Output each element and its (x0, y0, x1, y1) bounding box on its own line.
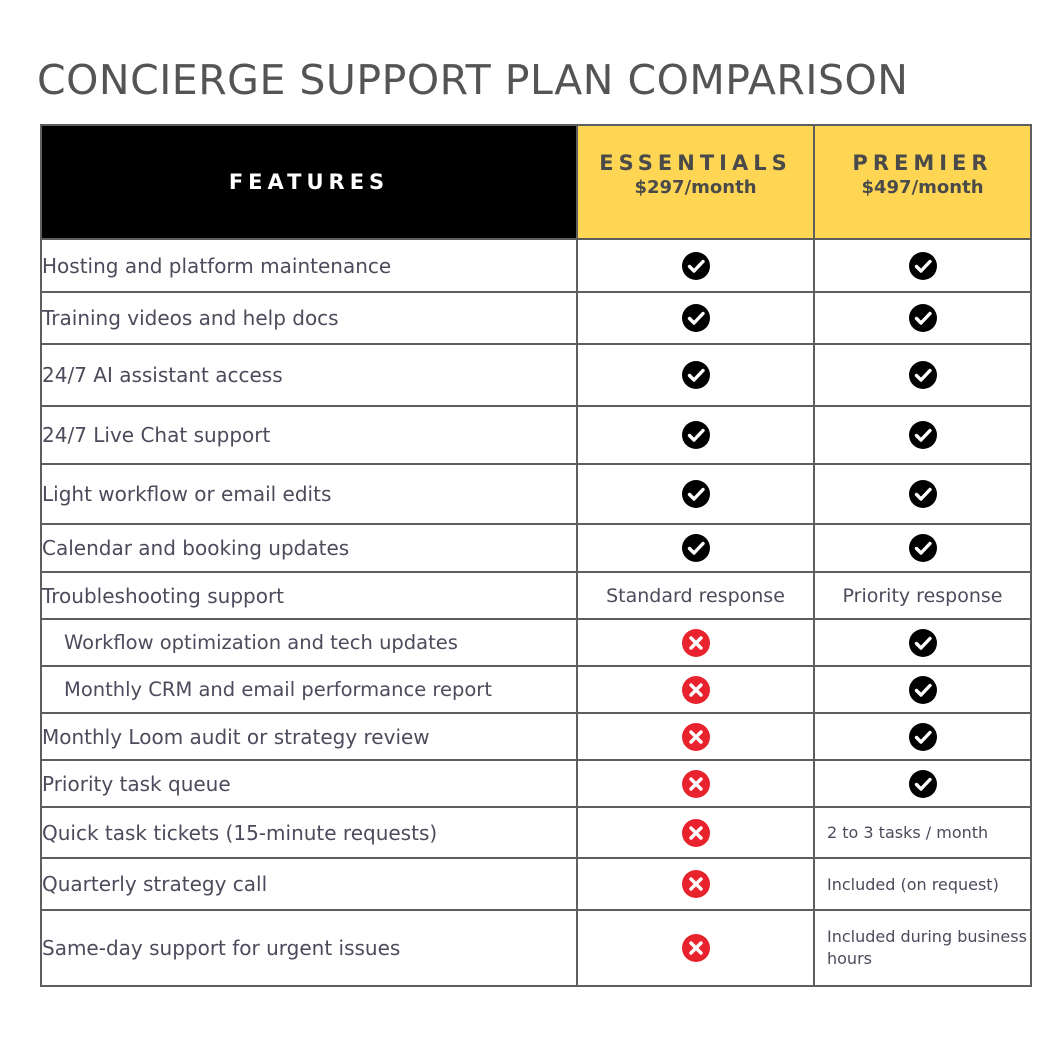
feature-name: Training videos and help docs (40, 291, 578, 345)
premier-plan-name: PREMIER (852, 151, 993, 175)
feature-name: Hosting and platform maintenance (40, 238, 578, 293)
feature-name: Light workflow or email edits (40, 463, 578, 525)
cross-icon (681, 769, 710, 798)
feature-name: Quarterly strategy call (40, 857, 578, 911)
table-body: Hosting and platform maintenance Training… (40, 238, 1032, 987)
table-row: 24/7 AI assistant access (40, 343, 1032, 407)
cross-icon (681, 628, 710, 657)
premier-value-cell (813, 618, 1032, 667)
essentials-value-cell: Standard response (576, 571, 815, 620)
premier-plan-price: $497/month (861, 177, 984, 198)
premier-value-cell (813, 712, 1032, 761)
essentials-value-cell (576, 618, 815, 667)
premier-value-cell (813, 343, 1032, 407)
essentials-value-cell (576, 759, 815, 808)
check-icon (908, 769, 937, 798)
premier-value-cell (813, 238, 1032, 293)
premier-value-cell: 2 to 3 tasks / month (813, 806, 1032, 859)
feature-name: 24/7 Live Chat support (40, 405, 578, 465)
table-row: Priority task queue (40, 759, 1032, 808)
essentials-plan-header: ESSENTIALS $297/month (576, 124, 815, 240)
table-row: Monthly CRM and email performance report (40, 665, 1032, 714)
essentials-value-cell (576, 238, 815, 293)
plan-comparison-table: FEATURES ESSENTIALS $297/month PREMIER $… (40, 124, 1032, 987)
essentials-plan-name: ESSENTIALS (599, 151, 792, 175)
essentials-value-cell (576, 909, 815, 987)
feature-name: 24/7 AI assistant access (40, 343, 578, 407)
feature-name: Monthly Loom audit or strategy review (40, 712, 578, 761)
table-header-row: FEATURES ESSENTIALS $297/month PREMIER $… (40, 124, 1032, 240)
check-icon (681, 421, 710, 449)
premier-value-text: Included (on request) (827, 874, 999, 894)
essentials-value-cell (576, 665, 815, 714)
essentials-value-cell (576, 405, 815, 465)
check-icon (908, 675, 937, 704)
check-icon (681, 251, 710, 280)
cross-icon (681, 722, 710, 751)
essentials-value-cell (576, 291, 815, 345)
table-row: Light workflow or email edits (40, 463, 1032, 525)
table-row: Quick task tickets (15-minute requests) 2… (40, 806, 1032, 859)
table-row: Hosting and platform maintenance (40, 238, 1032, 293)
premier-value-cell: Priority response (813, 571, 1032, 620)
premier-plan-header: PREMIER $497/month (813, 124, 1032, 240)
table-row: Quarterly strategy call Included (on requ… (40, 857, 1032, 911)
cross-icon (681, 675, 710, 704)
premier-value-text: Priority response (842, 584, 1003, 607)
essentials-value-text: Standard response (606, 584, 785, 607)
premier-value-cell (813, 759, 1032, 808)
premier-value-cell (813, 665, 1032, 714)
premier-value-cell (813, 291, 1032, 345)
table-row: Calendar and booking updates (40, 523, 1032, 573)
check-icon (908, 421, 937, 449)
table-row: 24/7 Live Chat support (40, 405, 1032, 465)
table-row: Troubleshooting support Standard response… (40, 571, 1032, 620)
premier-value-cell: Included during business hours (813, 909, 1032, 987)
check-icon (908, 628, 937, 657)
feature-name: Same-day support for urgent issues (40, 909, 578, 987)
premier-value-cell: Included (on request) (813, 857, 1032, 911)
essentials-value-cell (576, 857, 815, 911)
premier-value-text: Included during business hours (827, 927, 1027, 968)
check-icon (908, 534, 937, 562)
features-header: FEATURES (40, 124, 578, 240)
essentials-value-cell (576, 343, 815, 407)
check-icon (908, 251, 937, 280)
check-icon (908, 480, 937, 508)
cross-icon (681, 818, 710, 847)
essentials-value-cell (576, 463, 815, 525)
premier-value-text: 2 to 3 tasks / month (827, 823, 989, 842)
feature-name: Monthly CRM and email performance report (40, 665, 578, 714)
feature-name: Priority task queue (40, 759, 578, 808)
essentials-value-cell (576, 523, 815, 573)
feature-name: Workflow optimization and tech updates (40, 618, 578, 667)
premier-value-cell (813, 405, 1032, 465)
feature-name: Calendar and booking updates (40, 523, 578, 573)
page-title: CONCIERGE SUPPORT PLAN COMPARISON (37, 56, 909, 104)
premier-value-cell (813, 523, 1032, 573)
essentials-value-cell (576, 712, 815, 761)
check-icon (681, 534, 710, 562)
essentials-value-cell (576, 806, 815, 859)
table-row: Workflow optimization and tech updates (40, 618, 1032, 667)
check-icon (908, 722, 937, 751)
check-icon (681, 480, 710, 508)
check-icon (908, 361, 937, 389)
feature-name: Quick task tickets (15-minute requests) (40, 806, 578, 859)
table-row: Same-day support for urgent issues Includ… (40, 909, 1032, 987)
table-row: Monthly Loom audit or strategy review (40, 712, 1032, 761)
feature-name: Troubleshooting support (40, 571, 578, 620)
check-icon (908, 304, 937, 332)
check-icon (681, 361, 710, 389)
cross-icon (681, 870, 710, 898)
table-row: Training videos and help docs (40, 291, 1032, 345)
check-icon (681, 304, 710, 332)
premier-value-cell (813, 463, 1032, 525)
essentials-plan-price: $297/month (634, 177, 757, 198)
cross-icon (681, 934, 710, 962)
